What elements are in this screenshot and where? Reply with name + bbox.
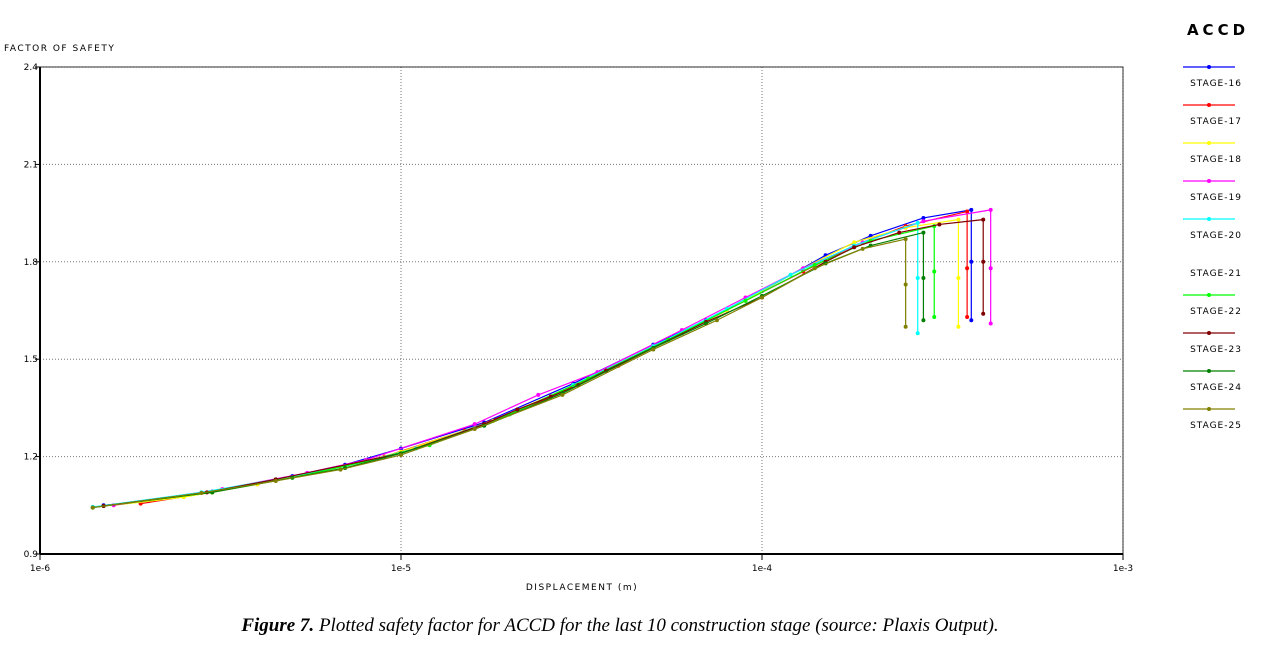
legend-marker [1207, 407, 1211, 411]
data-point [560, 392, 565, 397]
data-point [399, 452, 403, 457]
data-point [903, 324, 908, 329]
data-point [273, 478, 278, 483]
data-point [956, 324, 961, 329]
y-tick-label: 1.5 [24, 355, 38, 365]
data-point [981, 259, 986, 264]
data-point [788, 272, 793, 277]
data-point [812, 263, 817, 268]
data-point [90, 505, 95, 510]
legend-title: ACCD [1187, 21, 1249, 39]
series-line [103, 225, 935, 507]
legend-label: STAGE-18 [1190, 155, 1242, 165]
data-point [921, 230, 926, 235]
caption: Figure 7. Plotted safety factor for ACCD… [240, 615, 998, 636]
series-line [140, 210, 968, 505]
legend-label: STAGE-21 [1190, 269, 1242, 279]
data-point [956, 217, 961, 222]
legend-marker [1207, 179, 1211, 183]
data-point [915, 276, 920, 281]
data-point [981, 217, 986, 222]
legend-marker [1207, 331, 1211, 335]
legend-marker [1207, 369, 1211, 373]
y-tick-label: 1.8 [24, 258, 39, 268]
data-point [921, 318, 926, 323]
legend-marker [1207, 65, 1211, 69]
legend-marker [1207, 103, 1211, 107]
data-point [852, 245, 857, 250]
data-point [969, 207, 974, 212]
data-point [199, 490, 204, 495]
data-point [988, 266, 993, 271]
y-tick-label: 0.9 [24, 550, 39, 560]
data-point [860, 246, 865, 251]
data-point [965, 266, 970, 271]
data-point [903, 282, 908, 287]
x-tick-label: 1e-5 [391, 564, 411, 574]
plot-frame [39, 66, 1124, 555]
data-point [915, 220, 920, 225]
data-point [921, 215, 926, 220]
data-point [852, 240, 857, 245]
x-tick-label: 1e-4 [752, 564, 773, 574]
data-point [921, 276, 926, 281]
data-point [915, 331, 920, 336]
legend-label: STAGE-16 [1190, 79, 1242, 89]
y-tick-label: 2.4 [24, 63, 39, 73]
data-point [472, 422, 477, 427]
x-tick-label: 1e-6 [30, 564, 51, 574]
data-point [981, 311, 986, 316]
legend-marker [1207, 255, 1211, 259]
data-point [932, 269, 937, 274]
data-point [932, 314, 937, 319]
data-point [956, 276, 961, 281]
legend-label: STAGE-20 [1190, 231, 1242, 241]
legend-marker [1207, 217, 1211, 221]
y-tick-label: 1.2 [24, 453, 38, 463]
data-point [937, 222, 942, 227]
data-point [536, 392, 541, 397]
data-point [921, 219, 926, 224]
data-point [988, 207, 993, 212]
data-point [965, 209, 970, 214]
data-point [760, 295, 764, 300]
series-line [103, 218, 984, 507]
series-line [113, 218, 960, 506]
data-point [988, 321, 993, 326]
legend-label: STAGE-17 [1190, 117, 1242, 127]
data-point [969, 318, 974, 323]
data-point [965, 314, 970, 319]
data-point [812, 266, 817, 271]
data-point [472, 427, 477, 432]
y-tick-label: 2.1 [24, 160, 38, 170]
legend-label: STAGE-24 [1190, 383, 1242, 393]
legend-marker [1207, 293, 1211, 297]
series-line [92, 221, 919, 508]
legend-label: STAGE-19 [1190, 193, 1242, 203]
legend-marker [1207, 141, 1211, 145]
y-axis-title: FACTOR OF SAFETY [4, 44, 115, 54]
x-tick-label: 1e-3 [1113, 564, 1133, 574]
caption-label: Figure 7. [240, 615, 314, 636]
legend-label: STAGE-25 [1190, 421, 1242, 431]
data-point [714, 318, 719, 323]
data-point [651, 347, 656, 352]
legend-label: STAGE-22 [1190, 307, 1242, 317]
data-point [743, 298, 748, 303]
data-point [515, 407, 520, 412]
caption-text: Plotted safety factor for ACCD for the l… [318, 615, 999, 636]
data-point [969, 259, 974, 264]
data-point [897, 230, 902, 235]
data-point [903, 237, 908, 242]
x-axis-title: DISPLACEMENT (m) [526, 583, 638, 593]
legend-label: STAGE-23 [1190, 345, 1242, 355]
series-line [113, 209, 992, 506]
data-point [338, 467, 343, 472]
